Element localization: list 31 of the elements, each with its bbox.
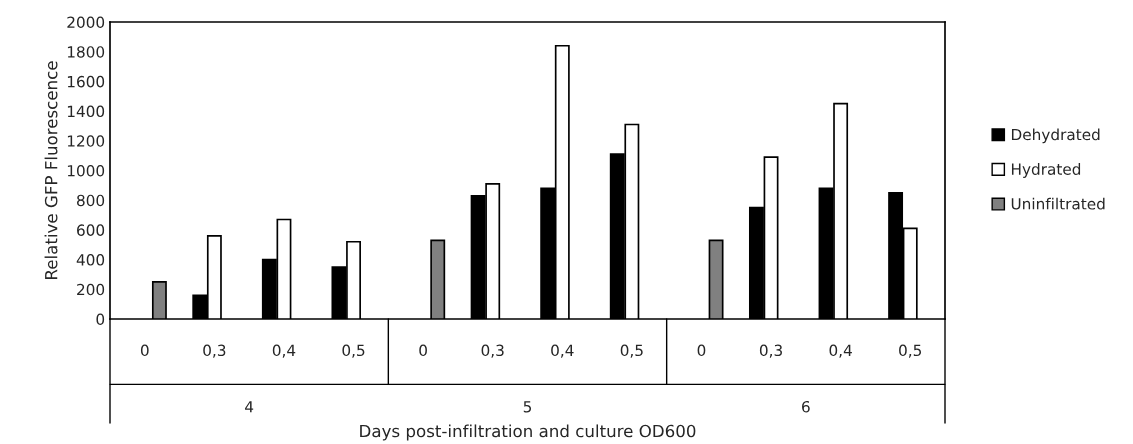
text: 6 (802, 400, 810, 413)
y-tick-label: 1600 (67, 75, 105, 88)
y-tick-label: 1400 (67, 105, 105, 118)
x-tick-label: 0,3 (481, 344, 504, 358)
y-tick-label: 800 (77, 194, 105, 207)
y-tick-label: 600 (77, 224, 105, 236)
y-tick-label: 1000 (67, 164, 105, 177)
x-tick-label: 0,5 (342, 344, 365, 358)
y-tick-label: 400 (76, 254, 105, 266)
y-axis-title: Relative GFP Fluorescence (44, 61, 58, 279)
text: 5 (523, 401, 532, 413)
x-tick-label: 0,5 (899, 344, 922, 358)
y-tick-label: 1800 (67, 46, 105, 58)
x-tick-label: 0,3 (203, 344, 226, 358)
x-tick-label: 0 (140, 344, 149, 357)
x-tick-label: 0 (697, 344, 706, 357)
y-tick-label: 0 (96, 313, 105, 326)
x-tick-label: 0,4 (551, 344, 574, 358)
legend-label: Hydrated (1011, 163, 1081, 178)
legend-label: Uninfiltrated (1011, 197, 1105, 210)
text: 4 (245, 401, 254, 413)
x-tick-label: 0 (419, 344, 427, 357)
x-tick-label: 0,4 (272, 344, 296, 358)
legend-label: Dehydrated (1011, 128, 1100, 144)
x-tick-label: 0,5 (620, 344, 643, 358)
y-tick-label: 2000 (67, 16, 105, 29)
y-tick-label: 200 (77, 283, 105, 296)
x-axis-title: Days post-infiltration and culture OD600 (360, 424, 696, 441)
x-tick-label: 0,3 (759, 344, 782, 358)
x-tick-label: 0,4 (829, 344, 852, 358)
y-tick-label: 1200 (67, 135, 105, 147)
